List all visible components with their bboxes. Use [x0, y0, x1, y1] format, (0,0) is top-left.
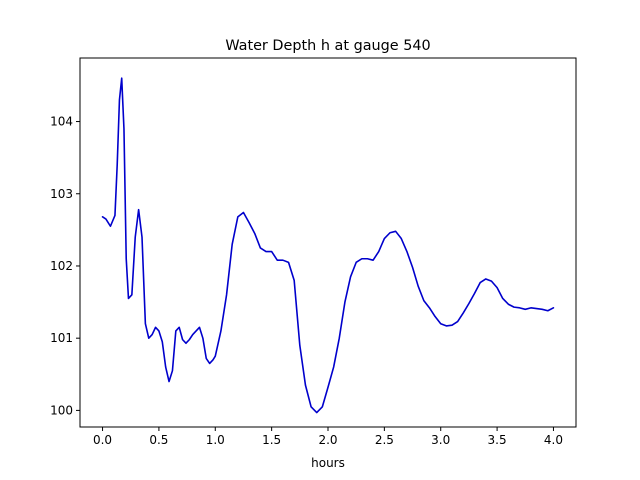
x-axis-label: hours [311, 456, 345, 470]
x-tick-label: 2.5 [375, 433, 394, 447]
y-tick-label: 101 [50, 331, 73, 345]
x-tick-label: 1.0 [206, 433, 225, 447]
x-tick-label: 0.0 [93, 433, 112, 447]
chart-title: Water Depth h at gauge 540 [225, 38, 430, 54]
y-tick-label: 104 [50, 115, 73, 129]
x-axis-ticks: 0.0 0.5 1.0 1.5 2.0 2.5 3.0 3.5 4.0 [93, 427, 563, 447]
plot-area: 0.0 0.5 1.0 1.5 2.0 2.5 3.0 3.5 4.01001011021031… [50, 57, 577, 447]
x-tick-label: 0.5 [149, 433, 168, 447]
x-tick-label: 1.5 [262, 433, 281, 447]
y-tick-label: 100 [50, 403, 73, 417]
x-tick-label: 3.0 [431, 433, 450, 447]
x-tick-label: 3.5 [488, 433, 507, 447]
series-line-0 [101, 77, 555, 414]
y-tick-label: 102 [50, 259, 73, 273]
x-tick-label: 4.0 [544, 433, 563, 447]
y-tick-label: 103 [50, 187, 73, 201]
y-axis-ticks: 100 101 102 103 104 [50, 115, 80, 417]
x-tick-label: 2.0 [318, 433, 337, 447]
